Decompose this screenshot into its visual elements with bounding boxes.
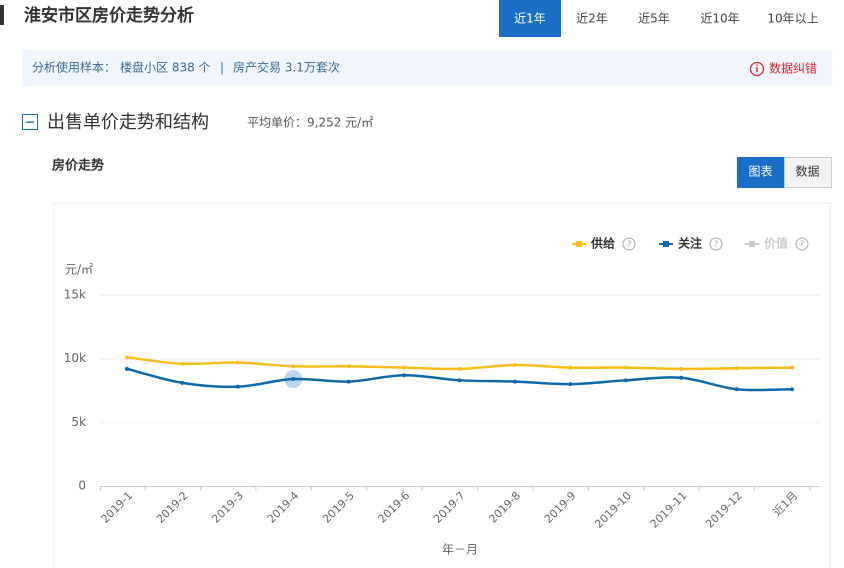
report-icon[interactable]	[749, 61, 765, 77]
data-point	[346, 379, 351, 384]
y-tick-label: 10k	[64, 351, 86, 365]
data-point	[568, 365, 573, 370]
title-mark	[0, 5, 4, 25]
chart-panel	[53, 203, 831, 568]
legend-marker	[663, 241, 669, 247]
period-tab[interactable]: 近2年	[576, 12, 608, 26]
report-link[interactable]: 数据纠错	[769, 61, 817, 76]
info-label: 分析使用样本：	[32, 60, 116, 75]
report-icon-dot	[756, 64, 758, 66]
data-point	[790, 387, 794, 392]
help-icon-text: ?	[627, 240, 632, 250]
data-point	[125, 355, 129, 360]
x-tick-label: 2019-3	[209, 489, 246, 526]
period-tab[interactable]: 近1年	[514, 12, 546, 26]
data-point	[679, 375, 684, 380]
section-title: 出售单价走势和结构	[47, 112, 209, 133]
info-sample: 楼盘小区 838 个	[120, 60, 211, 75]
data-point	[623, 365, 628, 370]
x-axis-label: 年－月	[442, 543, 478, 557]
x-tick-label: 2019-8	[486, 489, 523, 526]
collapse-icon[interactable]	[22, 114, 38, 130]
data-point	[346, 364, 351, 369]
view-tab[interactable]: 图表	[748, 165, 772, 179]
info-trades: 房产交易 3.1万套次	[233, 60, 340, 75]
y-tick-label: 15k	[64, 288, 86, 302]
data-point	[457, 366, 462, 371]
data-point	[402, 373, 407, 378]
chart-subtitle: 房价走势	[52, 158, 104, 174]
data-point	[790, 365, 794, 370]
help-icon-text: ?	[800, 240, 805, 250]
y-tick-label: 5k	[71, 415, 86, 429]
data-point	[235, 384, 240, 389]
x-tick-label: 近1月	[771, 489, 801, 519]
view-tab-bg[interactable]	[737, 157, 785, 188]
help-icon	[795, 237, 809, 251]
x-tick-label: 2019-4	[265, 489, 302, 526]
collapse-minus	[26, 121, 34, 123]
data-point	[512, 363, 517, 368]
help-icon	[709, 237, 723, 251]
report-icon-bar	[756, 67, 758, 72]
page-title: 淮安市区房价走势分析	[24, 5, 194, 26]
data-point	[402, 365, 407, 370]
x-tick-label: 2019-1	[98, 489, 135, 526]
x-tick-label: 2019-10	[592, 489, 634, 531]
period-tab[interactable]: 近5年	[638, 12, 670, 26]
data-point	[291, 364, 296, 369]
data-point	[291, 377, 296, 382]
view-tab-bg[interactable]	[784, 157, 832, 188]
help-icon-text: ?	[714, 240, 719, 250]
x-tick-label: 2019-11	[648, 489, 690, 531]
legend-label[interactable]: 供给	[590, 236, 615, 251]
legend-marker	[576, 241, 582, 247]
x-tick-label: 2019-5	[320, 489, 357, 526]
data-point	[125, 366, 129, 371]
period-tab[interactable]: 10年以上	[767, 12, 818, 26]
x-tick-label: 2019-2	[154, 489, 191, 526]
legend-label[interactable]: 价值	[764, 236, 788, 251]
data-point	[623, 378, 628, 383]
data-point	[734, 366, 739, 371]
y-axis-label: 元/㎡	[65, 263, 93, 277]
data-point	[568, 382, 573, 387]
data-point	[180, 380, 185, 385]
x-tick-label: 2019-6	[376, 489, 413, 526]
view-tab[interactable]: 数据	[795, 164, 819, 179]
data-point	[512, 379, 517, 384]
info-bar	[22, 50, 832, 86]
y-tick-label: 0	[78, 479, 86, 493]
info-separator: |	[220, 61, 224, 75]
data-point	[235, 360, 240, 365]
x-tick-label: 2019-9	[542, 489, 579, 526]
tab-active-bg	[499, 0, 561, 37]
x-tick-label: 2019-7	[431, 489, 468, 526]
data-point	[679, 366, 684, 371]
average-price: 平均单价：9,252 元/㎡	[247, 116, 373, 130]
legend-label[interactable]: 关注	[678, 236, 702, 251]
data-point	[734, 387, 739, 392]
data-point	[180, 361, 185, 366]
data-point	[457, 378, 462, 383]
legend-marker	[749, 241, 755, 247]
period-tab[interactable]: 近10年	[700, 12, 739, 26]
help-icon	[622, 237, 636, 251]
x-tick-label: 2019-12	[703, 489, 745, 531]
